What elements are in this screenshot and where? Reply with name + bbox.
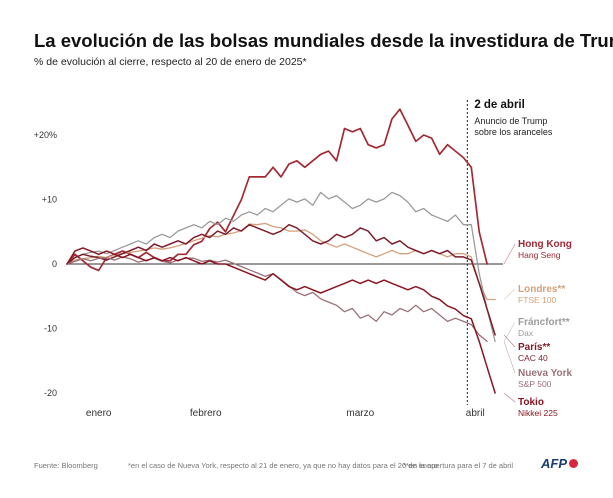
y-tick-label: +10 <box>42 195 57 205</box>
annotation-text: sobre los aranceles <box>474 127 553 137</box>
annotation-date: 2 de abril <box>474 99 525 111</box>
x-axis: enero febrero marzo abril <box>86 408 485 419</box>
y-axis-ticks: +20% +10 0 -10 -20 <box>34 130 57 398</box>
legend-name: Hong Kong <box>518 239 572 250</box>
series-line-2 <box>66 191 496 343</box>
y-tick-label: -10 <box>44 324 57 334</box>
y-tick-label: +20% <box>34 130 57 140</box>
legend-connector <box>503 341 516 374</box>
chart-title: La evolución de las bolsas mundiales des… <box>34 30 613 51</box>
x-month-label: abril <box>466 408 485 419</box>
legend-index: Hang Seng <box>518 250 561 260</box>
x-month-label: febrero <box>190 408 222 419</box>
legend-index: CAC 40 <box>518 353 548 363</box>
legend-name: Fráncfort** <box>518 317 570 328</box>
series-line-1 <box>66 222 496 301</box>
legend-index: S&P 500 <box>518 379 552 389</box>
footer-note-2: **en la apertura para el 7 de abril <box>403 461 514 470</box>
footer-note-1: *en el caso de Nueva York, respecto al 2… <box>128 461 438 470</box>
series-line-5 <box>66 247 496 394</box>
y-tick-label: 0 <box>52 259 57 269</box>
legend-index: Nikkei 225 <box>518 408 558 418</box>
legend-name: Nueva York <box>518 368 573 379</box>
legend-connector <box>503 334 516 348</box>
series-line-0 <box>66 108 488 272</box>
annotation-text: Anuncio de Trump <box>474 116 547 126</box>
series-line-3 <box>66 223 496 336</box>
legend-connector <box>503 288 516 300</box>
footer-source: Fuente: Bloomberg <box>34 461 98 470</box>
afp-logo-mark <box>569 459 578 468</box>
legend-name: Londres** <box>518 284 565 295</box>
x-month-label: enero <box>86 408 112 419</box>
series-line-4 <box>66 256 488 343</box>
legend-connector <box>503 321 516 342</box>
legend-name: Tokio <box>518 397 544 408</box>
legend-index: FTSE 100 <box>518 295 557 305</box>
x-month-label: marzo <box>346 408 374 419</box>
y-tick-label: -20 <box>44 388 57 398</box>
chart-subtitle: % de evolución al cierre, respecto al 20… <box>34 56 307 68</box>
legend-connector <box>503 392 516 403</box>
legend-name: París** <box>518 342 550 353</box>
afp-logo: AFP <box>541 456 578 471</box>
series-lines <box>66 108 496 394</box>
legend-connector <box>503 243 516 265</box>
legend-index: Dax <box>518 328 534 338</box>
